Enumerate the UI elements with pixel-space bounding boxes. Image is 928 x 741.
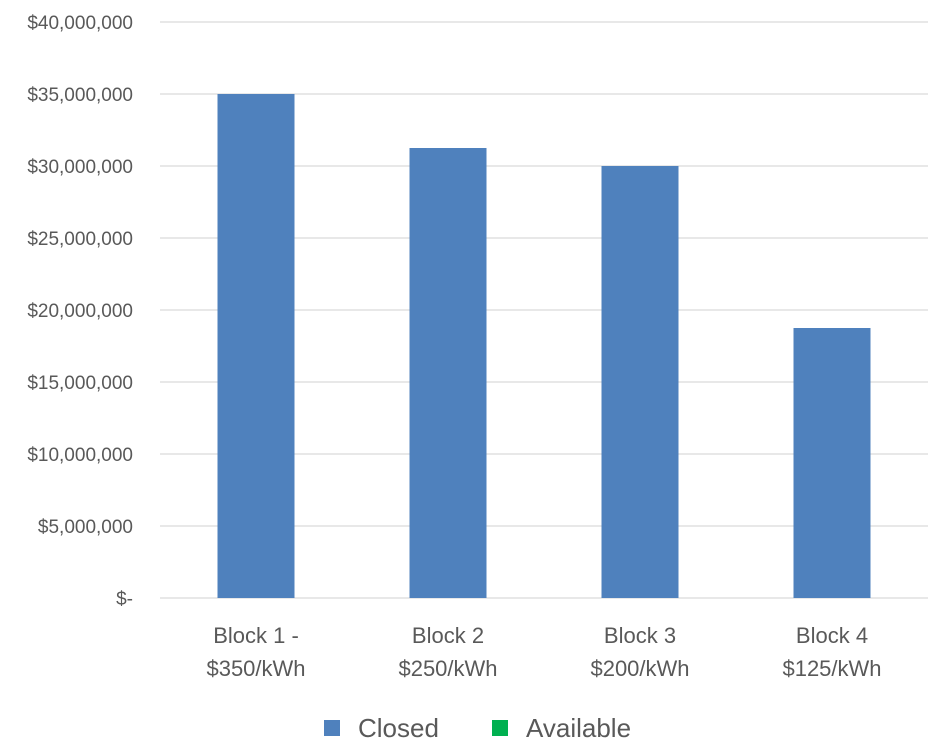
y-tick-label: $20,000,000 bbox=[27, 301, 133, 322]
legend-label-available: Available bbox=[526, 713, 631, 741]
legend-swatch-available bbox=[492, 720, 508, 736]
y-tick-label: $15,000,000 bbox=[27, 373, 133, 394]
x-category-label: $200/kWh bbox=[590, 656, 689, 681]
x-category-label: Block 1 - bbox=[213, 623, 299, 648]
legend: Closed Available bbox=[324, 713, 631, 741]
y-tick-label: $35,000,000 bbox=[27, 85, 133, 106]
bar-closed bbox=[601, 166, 679, 598]
legend-swatch-closed bbox=[324, 720, 340, 736]
y-tick-label: $10,000,000 bbox=[27, 445, 133, 466]
bars bbox=[217, 94, 871, 598]
x-category-label: $125/kWh bbox=[782, 656, 881, 681]
legend-label-closed: Closed bbox=[358, 713, 439, 741]
bar-closed bbox=[793, 328, 871, 598]
y-tick-label: $- bbox=[116, 589, 133, 610]
x-category-label: Block 3 bbox=[604, 623, 676, 648]
x-axis-category-labels: Block 1 - $350/kWh Block 2 $250/kWh Block 3 $… bbox=[206, 623, 881, 681]
x-category-label: Block 4 bbox=[796, 623, 868, 648]
bar-closed bbox=[217, 94, 295, 598]
x-category-label: $250/kWh bbox=[398, 656, 497, 681]
x-category-label: $350/kWh bbox=[206, 656, 305, 681]
y-tick-label: $25,000,000 bbox=[27, 229, 133, 250]
x-category-label: Block 2 bbox=[412, 623, 484, 648]
y-axis-tick-labels: $- $5,000,000 $10,000,000 $15,000,000 $20,00… bbox=[27, 13, 133, 610]
y-tick-label: $40,000,000 bbox=[27, 13, 133, 34]
y-tick-label: $5,000,000 bbox=[38, 517, 133, 538]
bar-closed bbox=[409, 148, 487, 598]
y-tick-label: $30,000,000 bbox=[27, 157, 133, 178]
